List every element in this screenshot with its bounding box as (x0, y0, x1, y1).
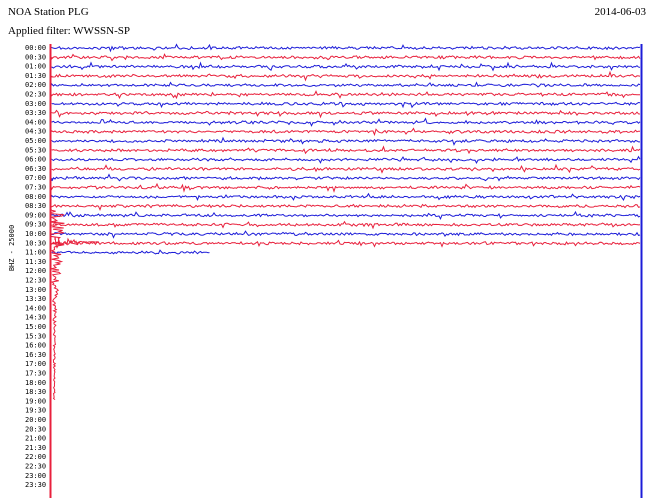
row-label: 13:00 (25, 286, 46, 294)
row-label: 06:00 (25, 156, 46, 164)
trace (51, 239, 641, 248)
row-label: 14:00 (25, 304, 46, 312)
trace (51, 173, 641, 182)
trace (51, 249, 210, 255)
row-label: 22:00 (25, 453, 46, 461)
row-label: 05:30 (25, 146, 46, 154)
row-label: 08:30 (25, 202, 46, 210)
row-label: 05:00 (25, 137, 46, 145)
row-label: 19:00 (25, 397, 46, 405)
trace (51, 219, 641, 230)
trace (51, 43, 641, 53)
row-label: 01:30 (25, 72, 46, 80)
row-label: 01:00 (25, 63, 46, 71)
row-label: 19:30 (25, 407, 46, 415)
row-label: 11:00 (25, 249, 46, 257)
row-label: 23:00 (25, 472, 46, 480)
row-label: 06:30 (25, 165, 46, 173)
trace (51, 53, 641, 62)
row-label: 10:00 (25, 230, 46, 238)
row-label: 13:30 (25, 295, 46, 303)
row-label: 09:30 (25, 221, 46, 229)
trace (51, 182, 641, 193)
row-label: 16:30 (25, 351, 46, 359)
trace (51, 101, 641, 109)
row-label: 10:30 (25, 239, 46, 247)
trace (51, 109, 641, 119)
traces (49, 43, 641, 400)
row-label: 11:30 (25, 258, 46, 266)
row-label: 08:00 (25, 193, 46, 201)
row-label: 21:00 (25, 435, 46, 443)
trace (51, 203, 641, 212)
row-label: 20:30 (25, 425, 46, 433)
trace (51, 230, 641, 239)
row-label: 04:00 (25, 118, 46, 126)
trace (51, 192, 641, 202)
row-label: 18:00 (25, 379, 46, 387)
row-label: 15:30 (25, 332, 46, 340)
row-label: 23:30 (25, 481, 46, 489)
trace (51, 70, 641, 82)
trace (51, 145, 641, 155)
row-label: 17:30 (25, 370, 46, 378)
axis-label: BHZ - 25000 (8, 225, 16, 271)
row-label: 21:30 (25, 444, 46, 452)
row-label: 00:00 (25, 44, 46, 52)
row-label: 03:30 (25, 109, 46, 117)
row-label: 12:30 (25, 277, 46, 285)
row-label: 09:00 (25, 211, 46, 219)
row-label: 22:30 (25, 463, 46, 471)
trace (51, 90, 640, 100)
event-trace (54, 236, 100, 249)
trace (51, 61, 641, 72)
row-label: 02:00 (25, 81, 46, 89)
row-label: 14:30 (25, 314, 46, 322)
row-label: 07:30 (25, 184, 46, 192)
trace (51, 163, 641, 174)
row-label: 03:00 (25, 100, 46, 108)
filter: Applied filter: WWSSN-SP (8, 25, 130, 37)
row-label: 17:00 (25, 360, 46, 368)
trace (51, 155, 641, 164)
row-label: 20:00 (25, 416, 46, 424)
date: 2014-06-03 (595, 6, 647, 18)
trace (51, 136, 640, 146)
row-label: 12:00 (25, 267, 46, 275)
trace (51, 210, 641, 220)
row-label: 16:00 (25, 342, 46, 350)
row-label: 00:30 (25, 53, 46, 61)
row-label: 18:30 (25, 388, 46, 396)
trace (51, 117, 641, 127)
row-label: 04:30 (25, 128, 46, 136)
trace (51, 81, 641, 88)
row-label: 02:30 (25, 91, 46, 99)
station-title: NOA Station PLG (8, 6, 89, 18)
trace (51, 127, 640, 137)
row-label: 15:00 (25, 323, 46, 331)
row-label: 07:00 (25, 174, 46, 182)
